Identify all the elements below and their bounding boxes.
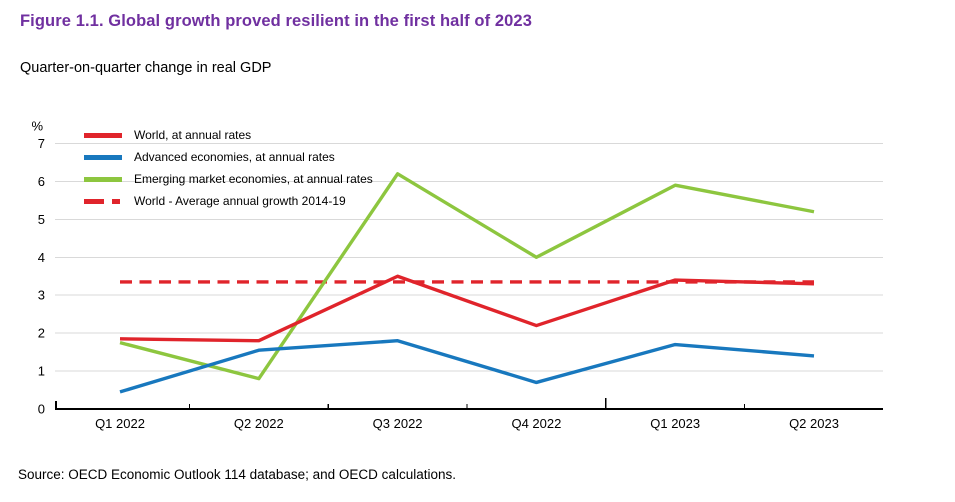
figure-title: Figure 1.1. Global growth proved resilie… [20, 12, 532, 30]
chart-canvas: 0 1 2 3 4 5 6 7% Q1 2022 Q2 2022 Q3 2022 Q4 2022 Q1 … [31, 118, 883, 431]
line-chart: 0 1 2 3 4 5 6 7% Q1 2022 Q2 2022 Q3 2022 Q4 2022 Q1 … [0, 110, 955, 450]
x-tick-label-4: Q1 2023 [650, 416, 700, 431]
legend-swatch-world-average [84, 198, 122, 204]
y-tick-label-0: 0 [38, 402, 45, 417]
legend-item-world: World, at annual rates [84, 124, 373, 146]
x-tick-label-2: Q3 2022 [373, 416, 423, 431]
y-tick-label-4: 4 [38, 250, 45, 265]
legend-item-advanced: Advanced economies, at annual rates [84, 146, 373, 168]
y-tick-label-5: 5 [38, 212, 45, 227]
legend-label-world-average: World - Average annual growth 2014-19 [134, 194, 346, 208]
legend-label-world: World, at annual rates [134, 128, 252, 142]
legend-item-emerging: Emerging market economies, at annual rat… [84, 168, 373, 190]
series-line-world [119, 274, 815, 343]
legend-swatch-world [84, 132, 122, 138]
x-tick-label-0: Q1 2022 [95, 416, 145, 431]
source-note: Source: OECD Economic Outlook 114 databa… [18, 467, 456, 482]
x-tick-label-1: Q2 2022 [234, 416, 284, 431]
legend-label-emerging: Emerging market economies, at annual rat… [134, 172, 373, 186]
series-line-emerging [119, 172, 815, 381]
legend-item-world-average: World - Average annual growth 2014-19 [84, 190, 373, 212]
legend-swatch-emerging [84, 176, 122, 182]
y-tick-label-1: 1 [38, 364, 45, 379]
y-tick-label-7: 7 [38, 136, 45, 151]
chart-legend: World, at annual rates Advanced economie… [84, 124, 373, 212]
y-tick-label-6: 6 [38, 174, 45, 189]
y-axis-unit-label: % [31, 118, 43, 133]
figure-subtitle: Quarter-on-quarter change in real GDP [20, 60, 272, 76]
x-tick-label-5: Q2 2023 [789, 416, 839, 431]
y-tick-label-3: 3 [38, 288, 45, 303]
legend-swatch-advanced [84, 154, 122, 160]
series-line-advanced [119, 339, 815, 394]
y-tick-label-2: 2 [38, 326, 45, 341]
legend-label-advanced: Advanced economies, at annual rates [134, 150, 335, 164]
x-tick-label-3: Q4 2022 [511, 416, 561, 431]
